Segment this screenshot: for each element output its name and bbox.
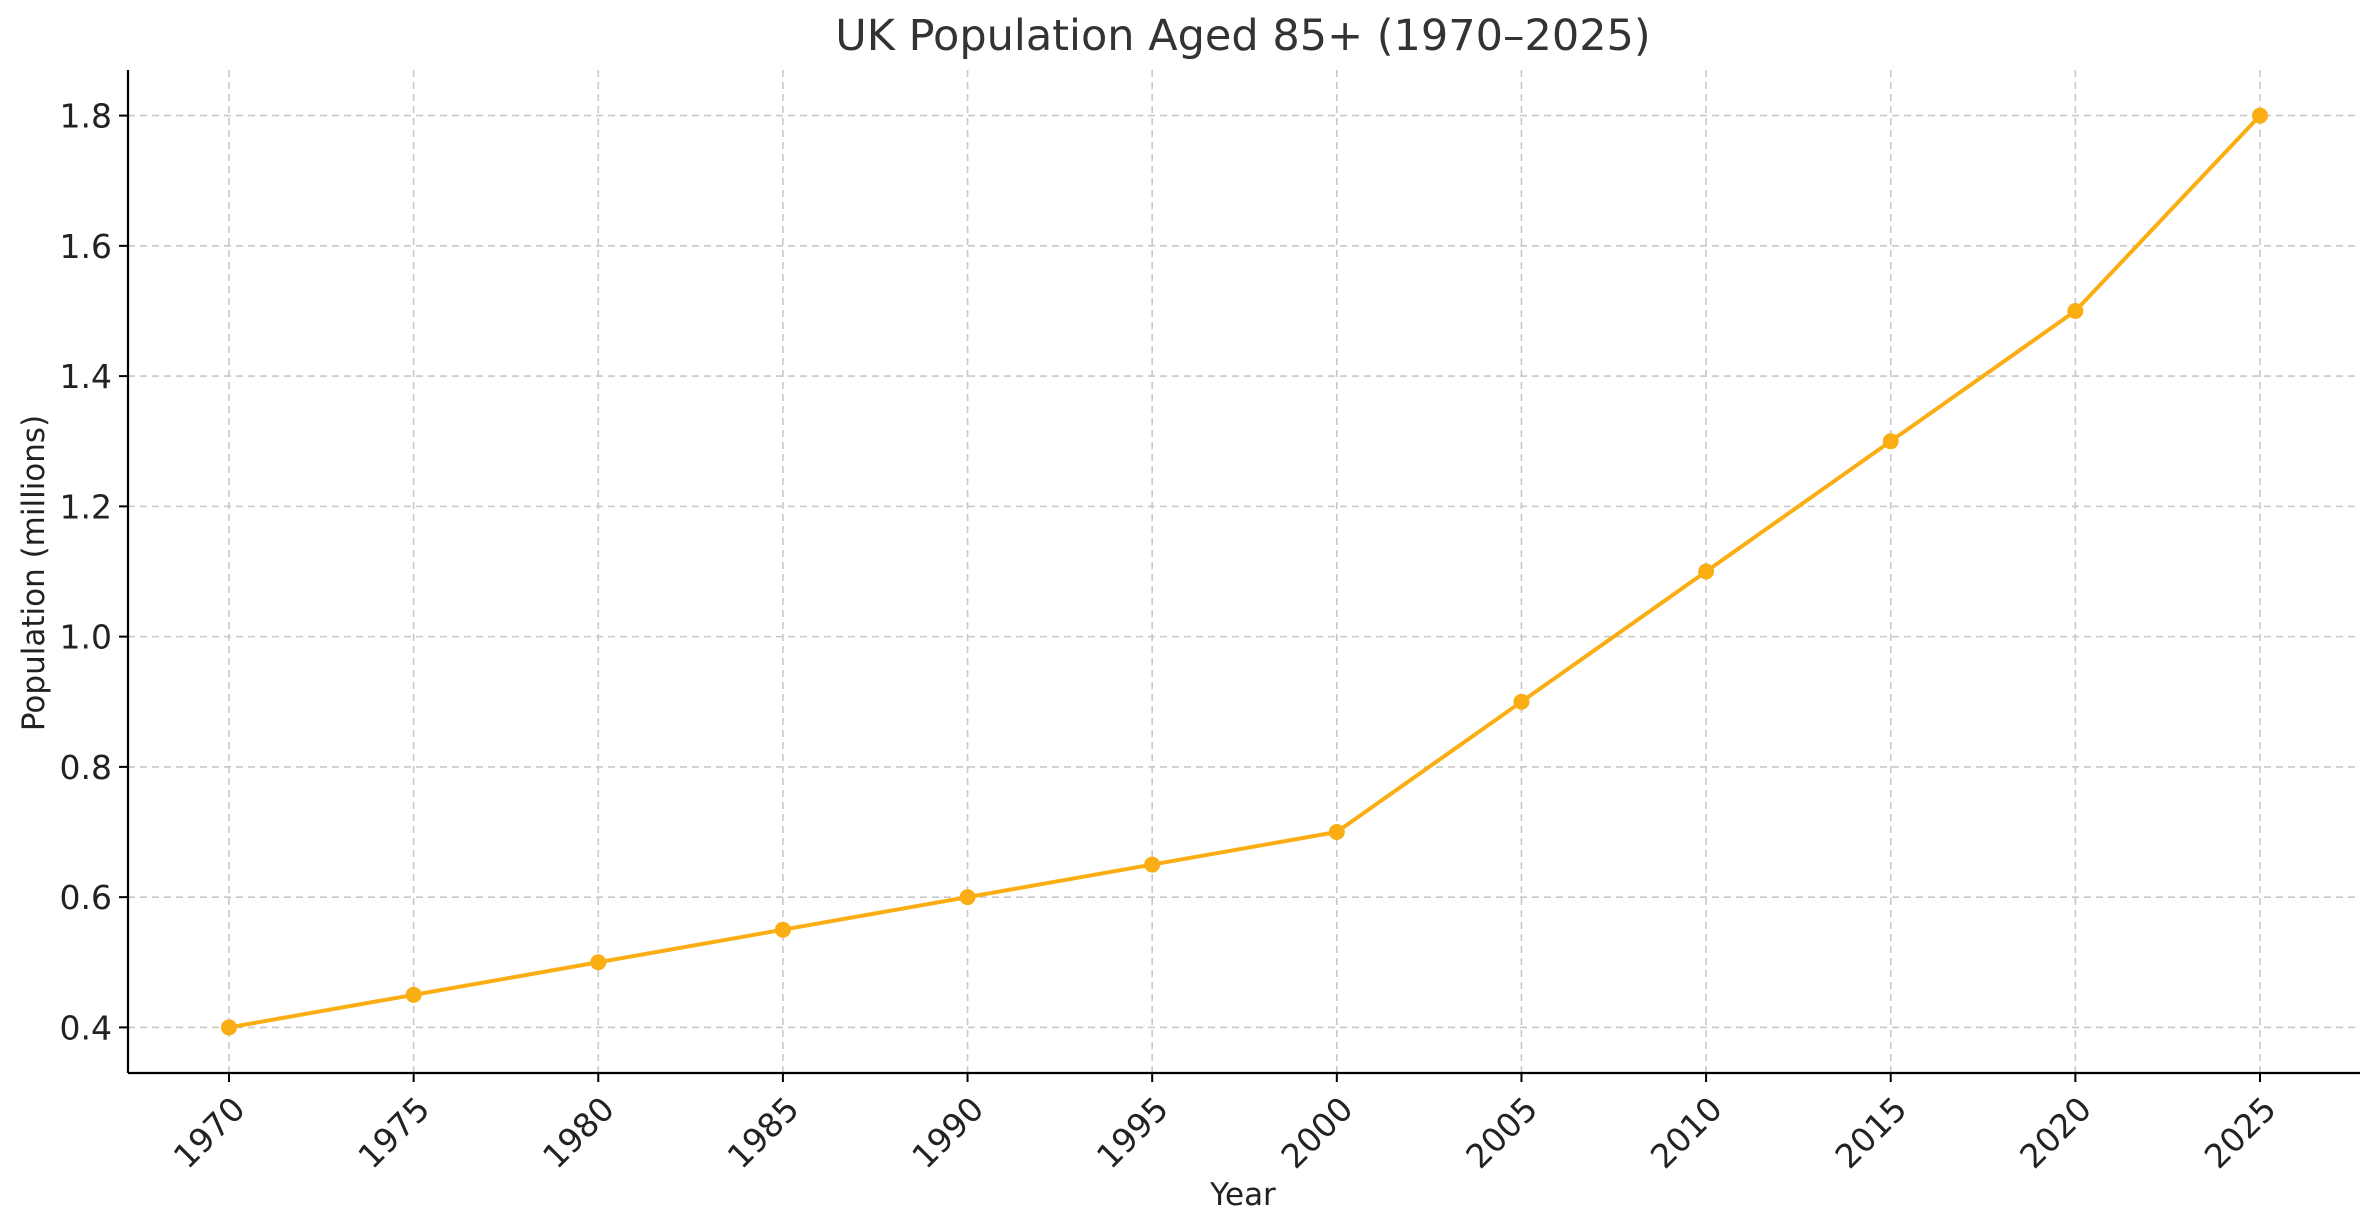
data-point <box>1144 856 1161 873</box>
data-point <box>1328 824 1345 841</box>
x-tick-label: 1980 <box>535 1089 622 1176</box>
y-tick-label: 0.6 <box>60 878 112 917</box>
y-tick-label: 1.8 <box>60 97 112 136</box>
x-tick-label: 2015 <box>1827 1089 1914 1176</box>
x-tick-label: 2025 <box>2197 1089 2284 1176</box>
y-tick-label: 1.4 <box>60 357 112 396</box>
x-tick-label: 2010 <box>1643 1089 1730 1176</box>
y-tick-label: 0.8 <box>60 748 112 787</box>
x-tick-label: 1985 <box>720 1089 807 1176</box>
x-tick-label: 2000 <box>1274 1089 1361 1176</box>
x-tick-label: 1970 <box>166 1089 253 1176</box>
data-point <box>959 889 976 906</box>
y-tick-label: 1.0 <box>60 618 112 657</box>
x-tick-label: 2020 <box>2012 1089 2099 1176</box>
chart-title: UK Population Aged 85+ (1970–2025) <box>835 11 1650 61</box>
grid <box>128 70 2360 1073</box>
axes: 0.4 0.6 0.8 1.0 1.2 1.4 1.6 1.8 1970 1975 1980 1985… <box>60 70 2360 1176</box>
data-point <box>774 921 791 938</box>
y-axis-label: Population (millions) <box>16 415 52 731</box>
x-tick-label: 2005 <box>1458 1089 1545 1176</box>
data-point <box>221 1019 237 1036</box>
y-tick-label: 0.4 <box>60 1008 112 1047</box>
x-tick-label: 1975 <box>350 1089 437 1176</box>
x-tick-label: 1995 <box>1089 1089 1176 1176</box>
data-point <box>1882 433 1899 450</box>
data-point <box>2067 302 2084 319</box>
data-point <box>1698 563 1715 580</box>
y-tick-label: 1.6 <box>60 227 112 266</box>
series-line <box>227 113 2262 1030</box>
data-point <box>405 986 422 1003</box>
data-point <box>2252 107 2268 124</box>
data-point <box>590 954 607 971</box>
x-tick-label: 1990 <box>904 1089 991 1176</box>
y-tick-label: 1.2 <box>60 487 112 526</box>
series-layer <box>221 107 2268 1036</box>
data-point <box>1513 693 1530 710</box>
x-axis-label: Year <box>1209 1177 1276 1213</box>
